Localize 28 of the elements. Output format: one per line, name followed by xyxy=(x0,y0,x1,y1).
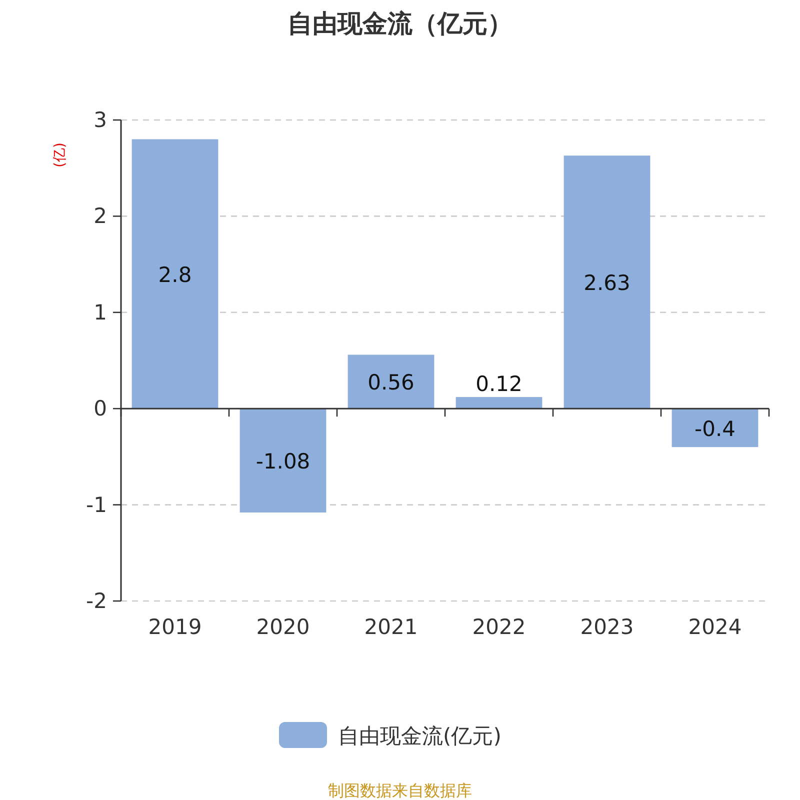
x-tick-label: 2021 xyxy=(364,615,418,639)
x-tick-label: 2023 xyxy=(580,615,634,639)
y-tick-label: 2 xyxy=(94,204,107,228)
bar xyxy=(672,408,758,448)
data-label: -1.08 xyxy=(256,450,310,474)
y-tick-label: 1 xyxy=(94,300,107,324)
y-axis-title: (亿) xyxy=(52,142,68,168)
legend-label: 自由现金流(亿元) xyxy=(338,724,502,748)
y-tick-label: -2 xyxy=(86,589,107,613)
text: 制图数据来自数据库 xyxy=(328,781,472,800)
bar xyxy=(456,397,542,409)
x-tick-label: 2020 xyxy=(256,615,310,639)
bar xyxy=(132,139,218,409)
chart-title: 自由现金流（亿元） xyxy=(288,9,512,38)
data-label: -0.4 xyxy=(694,416,736,441)
x-tick-label: 2024 xyxy=(688,615,742,639)
bar xyxy=(348,354,434,409)
data-label: 0.12 xyxy=(476,372,522,396)
data-label: 2.63 xyxy=(584,271,630,296)
data-label: 0.56 xyxy=(368,370,414,395)
bar xyxy=(240,408,326,512)
x-tick-label: 2022 xyxy=(472,615,526,639)
y-tick-label: 3 xyxy=(94,108,107,132)
data-label: 2.8 xyxy=(158,262,192,287)
bar xyxy=(564,156,650,409)
y-tick-label: -1 xyxy=(86,492,107,517)
x-tick-label: 2019 xyxy=(148,615,202,639)
y-tick-label: 0 xyxy=(94,396,107,421)
